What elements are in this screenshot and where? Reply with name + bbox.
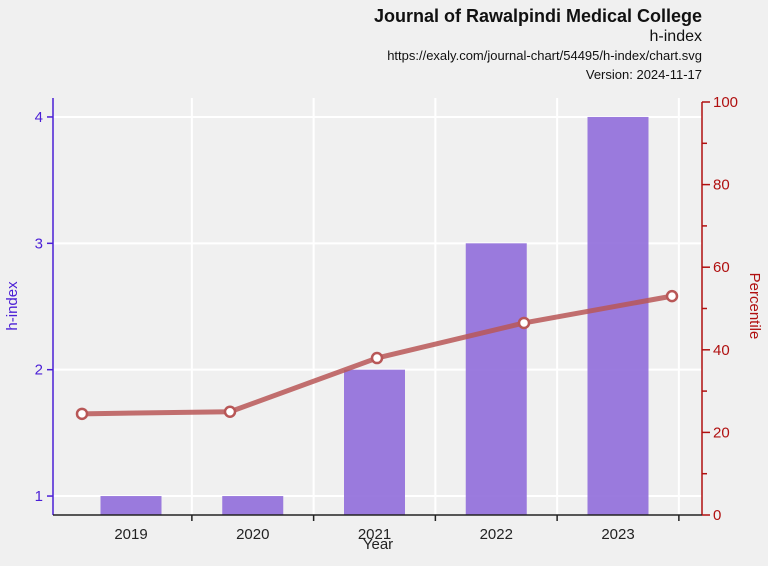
x-axis-tick-label: 2019 [114,526,147,543]
left-axis-tick-label: 2 [35,362,43,379]
percentile-point-2020 [223,405,237,418]
right-axis-tick-label: 80 [713,177,730,194]
right-axis-tick-label: 40 [713,342,730,359]
x-axis-label: Year [363,536,393,553]
x-axis-tick-label: 2021 [358,526,391,543]
bars-group [100,116,649,516]
bar-2019 [100,496,162,515]
percentile-line-group [75,289,679,421]
right-axis-tick-label: 20 [713,424,730,441]
right-axis-tick-label: 60 [713,259,730,276]
x-axis-tick-label: 2022 [480,526,513,543]
bar-2023 [587,116,649,516]
chart-subtitle: h-index [650,28,702,45]
chart-title: Journal of Rawalpindi Medical College [374,6,702,26]
chart-url: https://exaly.com/journal-chart/54495/h-… [387,48,702,63]
left-axis-label: h-index [4,281,21,331]
percentile-point-2022 [517,316,531,330]
bar-2022 [465,243,527,515]
x-axis-tick-label: 2020 [236,526,269,543]
x-axis-tick-label: 2023 [601,526,634,543]
bar-2021 [344,369,405,515]
bar-2020 [222,496,284,515]
left-axis-tick-label: 4 [35,109,43,126]
percentile-point-2021 [370,351,384,365]
percentile-point-2023 [665,289,679,303]
right-axis-tick-label: 100 [713,94,738,111]
right-axis-label: Percentile [746,273,763,340]
left-axis-tick-label: 1 [35,488,43,505]
right-axis-tick-label: 0 [713,507,721,524]
left-axis-tick-label: 3 [35,235,43,252]
chart-version: Version: 2024-11-17 [586,67,702,82]
percentile-point-2019 [75,407,89,421]
